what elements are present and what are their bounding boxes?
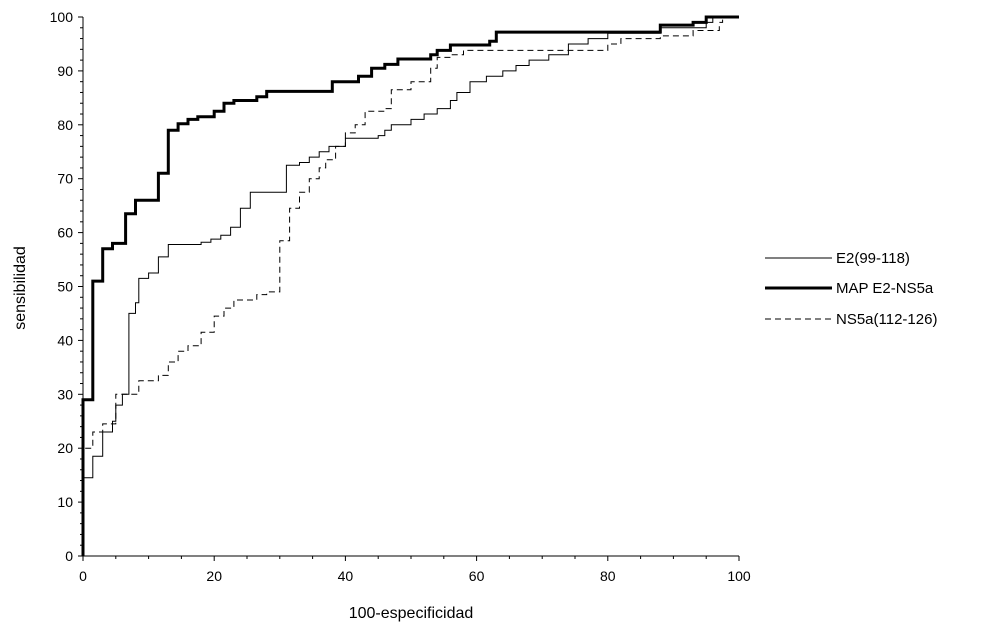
y-tick-label: 10 xyxy=(57,494,73,510)
y-axis: 0 10 20 30 40 50 60 70 80 90 100 xyxy=(50,9,84,564)
y-tick-label: 40 xyxy=(57,332,73,348)
x-tick-label: 0 xyxy=(79,568,87,584)
legend: E2(99-118) MAP E2-NS5a NS5a(112-126) xyxy=(765,250,937,328)
x-tick-label: 80 xyxy=(600,568,616,584)
legend-label: NS5a(112-126) xyxy=(836,311,937,328)
y-tick-label: 60 xyxy=(57,225,73,241)
series-line-1 xyxy=(82,16,739,556)
y-tick-label: 90 xyxy=(57,63,73,79)
x-axis-title: 100-especificidad xyxy=(349,605,474,622)
y-tick-label: 0 xyxy=(65,548,73,564)
y-tick-label: 50 xyxy=(57,279,73,295)
y-tick-label: 80 xyxy=(57,117,73,133)
series-line-3 xyxy=(82,16,739,556)
series-line-2 xyxy=(81,15,739,556)
x-tick-label: 20 xyxy=(206,568,222,584)
x-axis: 0 20 40 60 80 100 xyxy=(79,555,751,584)
legend-label: MAP E2-NS5a xyxy=(836,280,934,297)
y-tick-label: 30 xyxy=(57,386,73,402)
legend-label: E2(99-118) xyxy=(836,250,910,267)
y-axis-title: sensibilidad xyxy=(12,246,29,330)
y-tick-label: 20 xyxy=(57,440,73,456)
x-tick-label: 100 xyxy=(727,568,751,584)
x-tick-label: 40 xyxy=(338,568,354,584)
x-tick-label: 60 xyxy=(469,568,485,584)
y-tick-label: 70 xyxy=(57,171,73,187)
y-tick-label: 100 xyxy=(50,9,74,25)
series-layer xyxy=(81,15,739,556)
